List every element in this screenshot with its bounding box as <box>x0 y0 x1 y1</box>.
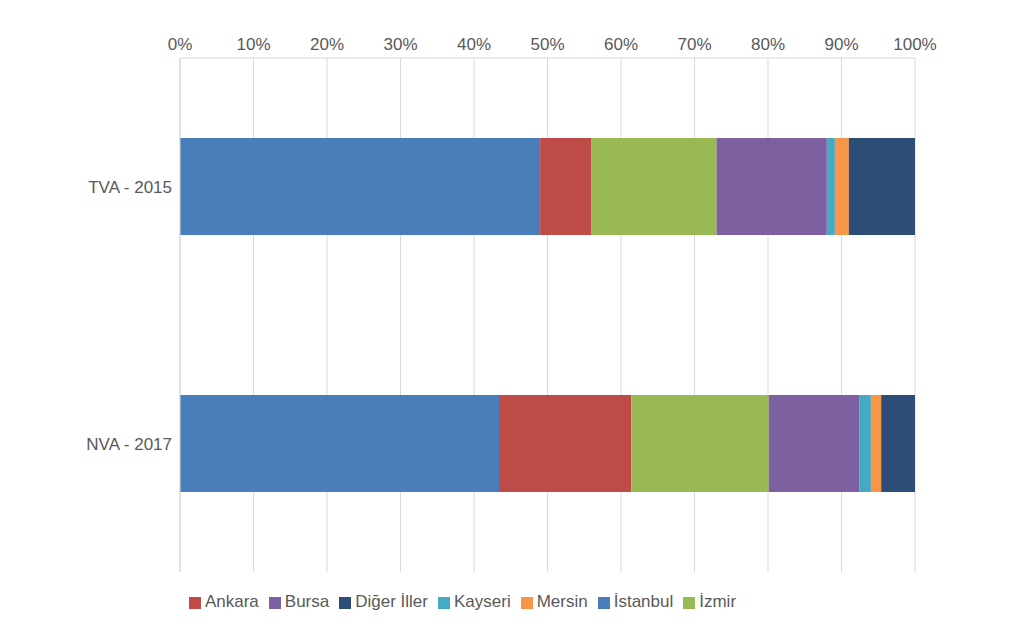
svg-text:40%: 40% <box>457 35 491 54</box>
html-text:Diğer İller: Diğer İller <box>355 592 428 611</box>
svg-text:100%: 100% <box>893 35 936 54</box>
svg-text:20%: 20% <box>310 35 344 54</box>
html-text:İstanbul: İstanbul <box>613 592 674 611</box>
svg-text:10%: 10% <box>236 35 270 54</box>
svg-text:30%: 30% <box>383 35 417 54</box>
html-text:Mersin: Mersin <box>536 592 588 611</box>
svg-text:70%: 70% <box>677 35 711 54</box>
svg-text:60%: 60% <box>604 35 638 54</box>
html-text:İzmir: İzmir <box>699 592 737 611</box>
svg-text:80%: 80% <box>751 35 785 54</box>
html-text:Ankara: Ankara <box>204 592 259 611</box>
html-text:Bursa: Bursa <box>284 592 330 611</box>
svg-text:90%: 90% <box>824 35 858 54</box>
html-text:Kayseri: Kayseri <box>454 592 511 611</box>
svg-text:0%: 0% <box>168 35 193 54</box>
svg-text:NVA - 2017: NVA - 2017 <box>86 435 172 454</box>
svg-text:50%: 50% <box>530 35 564 54</box>
svg-text:TVA - 2015: TVA - 2015 <box>88 178 172 197</box>
